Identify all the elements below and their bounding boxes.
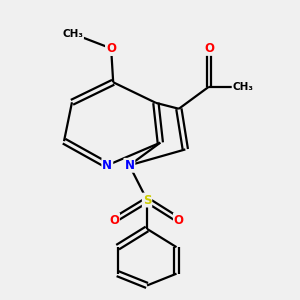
Text: S: S [143,194,151,207]
Text: CH₃: CH₃ [63,29,83,39]
Text: O: O [106,42,116,55]
Text: N: N [102,159,112,172]
Text: O: O [109,214,119,226]
Text: O: O [106,42,116,55]
Text: O: O [174,214,184,226]
Text: N: N [124,159,134,172]
Text: O: O [204,42,214,55]
Text: CH₃: CH₃ [232,82,253,92]
Text: CH₃: CH₃ [62,29,83,39]
